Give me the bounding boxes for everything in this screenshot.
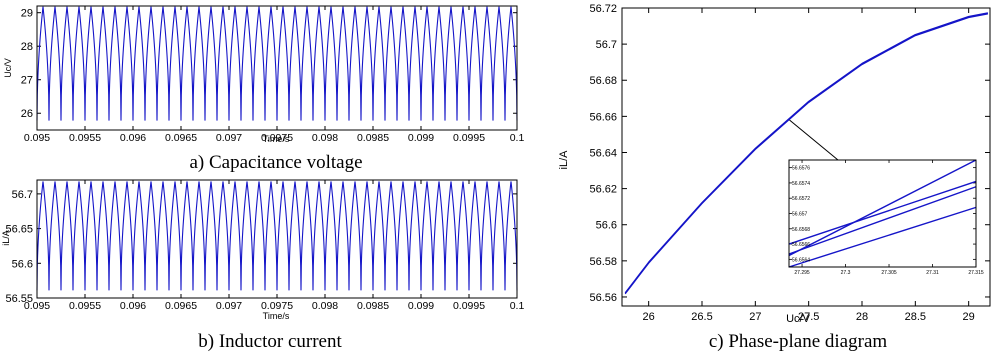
x-tick-label: 0.097 [216,300,242,312]
x-tick-label: 0.095 [24,132,50,144]
y-tick-labels: 56.56 56.58 56.6 56.62 56.64 56.66 56.68 56.7 56… [589,3,617,304]
inset-y-tick-label: 56.6576 [792,166,810,172]
x-tick-label: 0.1 [510,300,525,312]
capacitance-voltage-series [36,6,518,121]
caption: a) Capacitance voltage [189,152,362,173]
x-tick-label: 0.0995 [453,300,485,312]
x-axis-label: Uc/V [786,313,811,325]
y-tick-label: 56.65 [5,224,33,236]
plot-frame [621,7,991,307]
inset-frame [788,159,977,268]
inset-x-tick-label: 27.305 [881,270,897,276]
x-tick-label: 0.098 [312,300,338,312]
y-tick-label: 56.56 [589,292,617,304]
x-tick-label: 28 [856,311,868,323]
x-tick-label: 0.0975 [261,300,293,312]
y-tick-label: 56.6 [596,220,617,232]
inset-trajectory-line [788,186,977,255]
x-tick-label: 27.5 [798,311,819,323]
x-tick-label: 0.0985 [357,132,389,144]
trajectory-line [624,13,988,295]
x-tick-label: 0.0995 [453,132,485,144]
x-tick-label: 0.096 [120,132,146,144]
x-tick-label: 0.0975 [261,132,293,144]
y-tick-label: 28 [21,41,33,53]
y-tick-label: 56.66 [589,111,617,123]
inset-y-tick-label: 56.6574 [792,181,810,187]
inset-y-tick-label: 56.6568 [792,227,810,233]
x-tick-label: 27 [749,311,761,323]
y-tick-labels: 56.55 56.6 56.65 56.7 [5,189,33,305]
x-tick-label: 0.096 [120,300,146,312]
inset-trajectory-line [788,159,977,257]
y-axis-label: iL/A [558,150,570,170]
x-axis-label: Time/s [263,134,290,144]
y-tick-labels: 26 27 28 29 [21,8,33,121]
x-tick-label: 0.099 [408,300,434,312]
inductor-current-series [36,181,518,291]
phase-trajectory-series [624,12,988,295]
y-tick-label: 26 [21,108,33,120]
caption: b) Inductor current [198,331,342,352]
x-tick-label: 0.0965 [165,300,197,312]
zoom-inset: 27.295 27.3 27.305 27.31 27.315 56.656456.65… [788,159,984,276]
x-tick-labels: 0.095 0.0955 0.096 0.0965 0.097 0.0975 0.098 0.… [24,300,525,312]
x-tick-label: 0.0965 [165,132,197,144]
inset-y-tick-label: 56.657 [792,212,808,218]
x-tick-label: 0.097 [216,132,242,144]
inset-x-tick-label: 27.315 [968,270,984,276]
y-axis-label: Uc/V [3,58,13,78]
y-tick-label: 27 [21,75,33,87]
inset-x-tick-label: 27.3 [841,270,851,276]
x-tick-label: 0.1 [510,132,525,144]
y-tick-label: 56.72 [589,3,617,15]
x-tick-label: 0.099 [408,132,434,144]
inset-series [788,159,977,268]
inset-x-tick-label: 27.31 [926,270,939,276]
x-tick-labels: 26 26.5 27 27.5 28 28.5 29 [643,311,975,323]
plot-frame [36,179,518,299]
y-tick-label: 29 [21,8,33,20]
inset-y-tick-labels: 56.6564 56.6566 56.6568 56.657 56.6572 56.657… [792,166,810,264]
x-tick-label: 0.098 [312,132,338,144]
x-tick-label: 0.0955 [69,300,101,312]
y-tick-label: 56.64 [589,147,617,159]
x-tick-label: 0.0985 [357,300,389,312]
y-tick-label: 56.55 [5,293,33,305]
inset-background [789,160,976,267]
inset-x-tick-labels: 27.295 27.3 27.305 27.31 27.315 [794,270,983,276]
inset-trajectory-line [788,206,977,268]
x-tick-label: 29 [963,311,975,323]
y-tick-label: 56.7 [12,189,33,201]
x-tick-label: 0.0955 [69,132,101,144]
x-tick-marks [36,6,518,130]
inset-y-tick-label: 56.6572 [792,196,810,202]
x-tick-label: 26 [643,311,655,323]
y-tick-label: 56.7 [596,39,617,51]
inductor-current-chart: 0.095 0.0955 0.096 0.0965 0.097 0.0975 0.098 0.… [1,179,525,352]
x-tick-label: 26.5 [691,311,712,323]
y-tick-label: 56.68 [589,75,617,87]
x-axis-label: Time/s [263,311,290,321]
y-axis-label: iL/A [1,230,11,246]
inset-trajectory-line [788,180,977,245]
inset-y-tick-label: 56.6566 [792,242,810,248]
capacitance-voltage-chart: 0.095 0.0955 0.096 0.0965 0.097 0.0975 0.098 0.… [3,5,525,173]
x-tick-label: 0.095 [24,300,50,312]
y-tick-label: 56.6 [12,258,33,270]
x-tick-label: 28.5 [905,311,926,323]
inset-x-tick-label: 27.295 [794,270,810,276]
x-tick-labels: 0.095 0.0955 0.096 0.0965 0.097 0.0975 0.098 0.… [24,132,525,144]
y-tick-label: 56.62 [589,184,617,196]
phase-plane-chart: 26 26.5 27 27.5 28 28.5 29 56.56 56.58 56.6 56.62… [558,3,991,352]
zoom-pointer-line [789,119,839,161]
caption: c) Phase-plane diagram [709,331,888,352]
y-tick-label: 56.58 [589,256,617,268]
plot-frame [36,5,518,131]
inset-y-tick-label: 56.6564 [792,257,810,263]
